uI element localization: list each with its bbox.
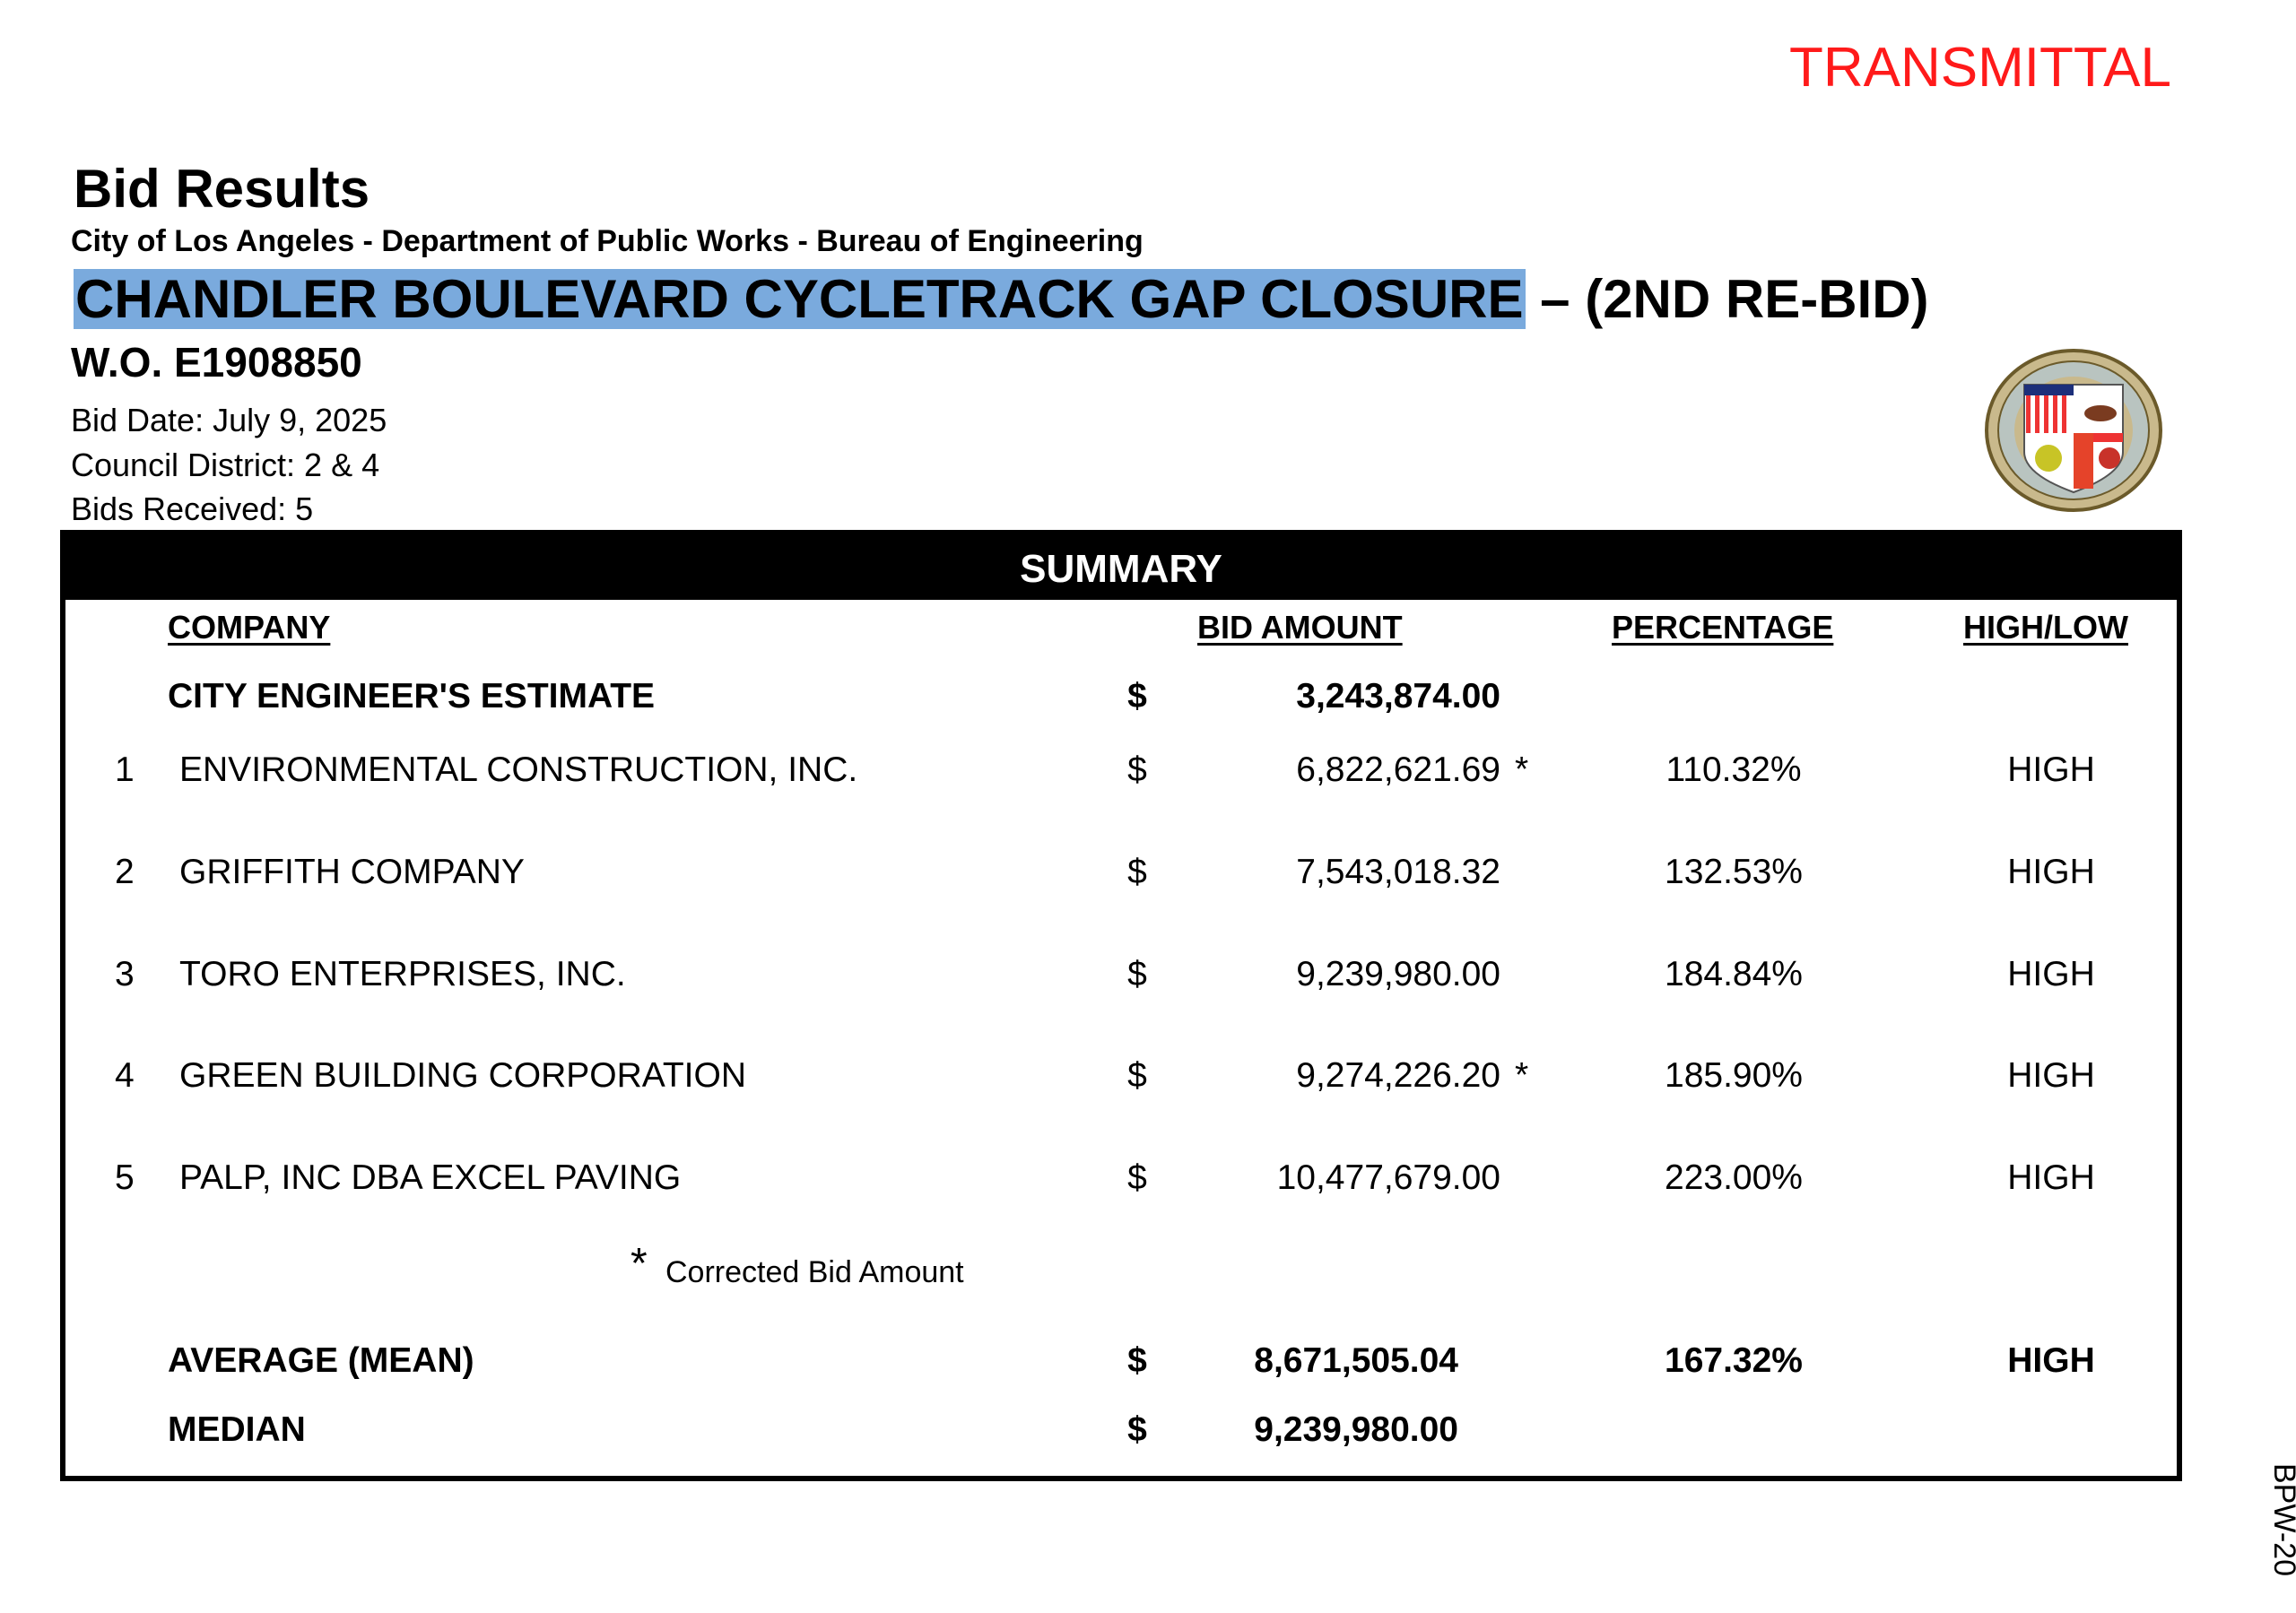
city-seal-logo (1985, 349, 2162, 512)
company-name: TORO ENTERPRISES, INC. (179, 955, 626, 993)
row-number: 3 (115, 955, 135, 993)
currency: $ (1127, 1158, 1147, 1197)
average-percentage: 167.32% (1665, 1341, 1803, 1380)
project-title-suffix: – (2ND RE-BID) (1525, 269, 1929, 329)
bid-amount: 9,274,226.20 (1296, 1056, 1500, 1095)
row-number: 1 (115, 750, 135, 789)
footnote-text: Corrected Bid Amount (665, 1255, 964, 1289)
footnote-mark: * (631, 1240, 648, 1288)
currency: $ (1127, 853, 1147, 891)
department-line: City of Los Angeles - Department of Publ… (71, 224, 1144, 258)
percentage: 185.90% (1665, 1056, 1803, 1095)
company-name: GREEN BUILDING CORPORATION (179, 1056, 747, 1095)
currency: $ (1127, 955, 1147, 993)
bid-amount: 9,239,980.00 (1296, 955, 1500, 993)
median-label: MEDIAN (168, 1410, 306, 1449)
median-amount: 9,239,980.00 (1254, 1410, 1458, 1449)
bid-amount: 10,477,679.00 (1276, 1158, 1500, 1197)
average-label: AVERAGE (MEAN) (168, 1341, 474, 1380)
estimate-amount: 3,243,874.00 (1296, 677, 1500, 715)
column-header-high-low: HIGH/LOW (1963, 609, 2128, 646)
row-number: 2 (115, 853, 135, 891)
company-name: ENVIRONMENTAL CONSTRUCTION, INC. (179, 750, 858, 789)
average-high-low: HIGH (2007, 1341, 2095, 1380)
side-label: BPW-20 (2267, 1463, 2296, 1576)
currency: $ (1127, 1341, 1147, 1380)
percentage: 184.84% (1665, 955, 1803, 993)
transmittal-stamp: TRANSMITTAL (1789, 37, 2171, 99)
estimate-label: CITY ENGINEER'S ESTIMATE (168, 677, 656, 715)
summary-header: SUMMARY (65, 535, 2177, 600)
column-header-percentage: PERCENTAGE (1612, 609, 1834, 646)
column-header-company: COMPANY (168, 609, 331, 646)
summary-table: SUMMARY COMPANY BID AMOUNT PERCENTAGE HI… (60, 530, 2182, 1481)
company-name: PALP, INC DBA EXCEL PAVING (179, 1158, 682, 1197)
bid-date: Bid Date: July 9, 2025 (71, 402, 387, 438)
council-district: Council District: 2 & 4 (71, 447, 380, 483)
percentage: 110.32% (1665, 750, 1802, 789)
currency: $ (1127, 677, 1147, 715)
high-low: HIGH (2007, 1158, 2095, 1197)
bid-amount: 7,543,018.32 (1296, 853, 1500, 891)
column-header-bid-amount: BID AMOUNT (1197, 609, 1403, 646)
project-title-highlighted: CHANDLER BOULEVARD CYCLETRACK GAP CLOSUR… (74, 269, 1526, 329)
percentage: 132.53% (1665, 853, 1803, 891)
corrected-mark: * (1515, 750, 1529, 789)
bids-received: Bids Received: 5 (71, 490, 314, 527)
corrected-mark: * (1515, 1056, 1529, 1095)
currency: $ (1127, 1410, 1147, 1449)
page-title: Bid Results (74, 159, 370, 219)
work-order: W.O. E1908850 (71, 339, 362, 386)
high-low: HIGH (2007, 1056, 2095, 1095)
currency: $ (1127, 1056, 1147, 1095)
bid-amount: 6,822,621.69 (1296, 750, 1500, 789)
company-name: GRIFFITH COMPANY (179, 853, 525, 891)
project-title: CHANDLER BOULEVARD CYCLETRACK GAP CLOSUR… (74, 261, 1929, 337)
high-low: HIGH (2007, 750, 2095, 789)
row-number: 5 (115, 1158, 135, 1197)
average-amount: 8,671,505.04 (1254, 1341, 1458, 1380)
percentage: 223.00% (1665, 1158, 1803, 1197)
currency: $ (1127, 750, 1147, 789)
high-low: HIGH (2007, 853, 2095, 891)
high-low: HIGH (2007, 955, 2095, 993)
row-number: 4 (115, 1056, 135, 1095)
